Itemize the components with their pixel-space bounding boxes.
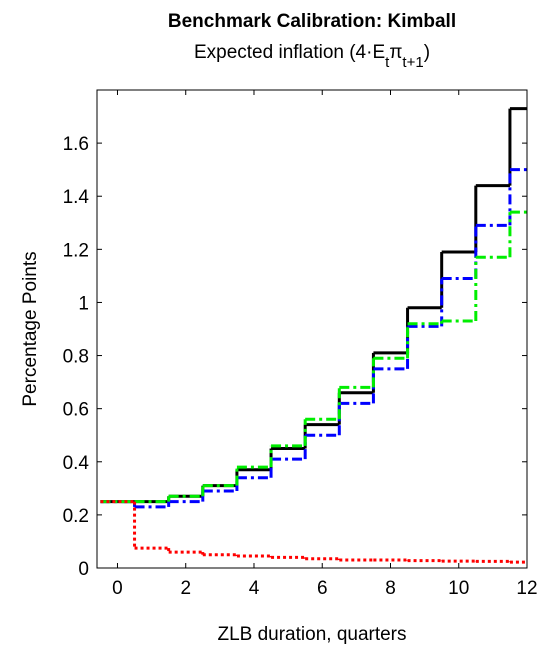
chart-subtitle: Expected inflation (4·Etπt+1) xyxy=(194,42,430,71)
subtitle-part: t+1 xyxy=(402,54,423,71)
subtitle-part: ) xyxy=(424,42,430,63)
x-axis-label: ZLB duration, quarters xyxy=(217,624,406,645)
x-tick-label: 0 xyxy=(112,578,123,599)
y-axis-label: Percentage Points xyxy=(20,251,41,406)
subtitle-part: t xyxy=(385,54,390,71)
subtitle-part: π xyxy=(389,42,402,63)
x-tick-label: 4 xyxy=(249,578,260,599)
x-tick-label: 10 xyxy=(448,578,469,599)
y-tick-label: 1.2 xyxy=(63,240,89,261)
y-tick-label: 1.4 xyxy=(63,187,90,208)
y-tick-label: 0.6 xyxy=(63,400,89,421)
y-tick-label: 1 xyxy=(78,293,89,314)
x-tick-label: 2 xyxy=(180,578,191,599)
x-tick-label: 8 xyxy=(385,578,396,599)
chart-title: Benchmark Calibration: Kimball xyxy=(168,11,456,32)
y-tick-label: 0.4 xyxy=(63,453,90,474)
x-tick-label: 12 xyxy=(516,578,537,599)
y-tick-label: 1.6 xyxy=(63,134,89,155)
axes-box xyxy=(96,89,528,569)
y-tick-label: 0.2 xyxy=(63,506,89,527)
x-tick-label: 6 xyxy=(317,578,328,599)
y-tick-label: 0 xyxy=(78,559,89,580)
plot-area xyxy=(100,107,527,564)
y-tick-label: 0.8 xyxy=(63,347,89,368)
subtitle-part: Expected inflation (4·E xyxy=(194,42,385,63)
